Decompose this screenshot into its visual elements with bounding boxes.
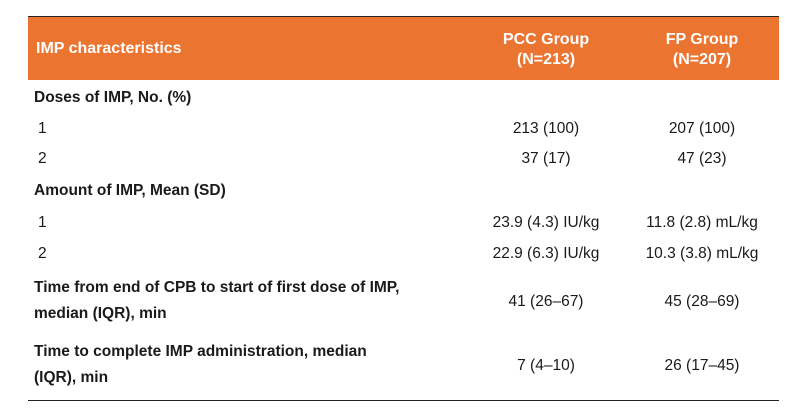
fp-value: 207 (100)	[668, 120, 736, 137]
fp-value: 10.3 (3.8) mL/kg	[645, 245, 759, 262]
header-pcc-group: PCC Group (N=213)	[472, 30, 620, 70]
pcc-value: 37 (17)	[521, 150, 571, 167]
pcc-value: 7 (4–10)	[517, 357, 575, 374]
pcc-value: 22.9 (6.3) IU/kg	[492, 245, 600, 262]
imp-characteristics-table: IMP characteristics PCC Group (N=213) FP…	[28, 16, 779, 401]
fp-value: 45 (28–69)	[664, 293, 740, 310]
header-fp-n: (N=207)	[672, 51, 732, 68]
pcc-value: 213 (100)	[512, 120, 580, 137]
table-row: 1 23.9 (4.3) IU/kg 11.8 (2.8) mL/kg	[28, 210, 779, 236]
pcc-value: 23.9 (4.3) IU/kg	[492, 214, 600, 231]
row-label: Time from end of CPB to start of first d…	[34, 275, 399, 327]
row-label: Time to complete IMP administration, med…	[34, 339, 367, 391]
header-pcc-title: PCC Group	[502, 31, 590, 48]
header-pcc-n: (N=213)	[516, 51, 576, 68]
table-header: IMP characteristics PCC Group (N=213) FP…	[28, 16, 779, 80]
row-label-line1: Time to complete IMP administration, med…	[34, 343, 367, 360]
fp-value: 26 (17–45)	[664, 357, 740, 374]
table-row: Time from end of CPB to start of first d…	[28, 273, 779, 329]
fp-value: 11.8 (2.8) mL/kg	[646, 214, 758, 231]
row-label: 1	[38, 120, 47, 137]
table-row: 2 22.9 (6.3) IU/kg 10.3 (3.8) mL/kg	[28, 241, 779, 267]
fp-value: 47 (23)	[677, 150, 727, 167]
row-label: 2	[38, 150, 47, 167]
bottom-rule	[28, 400, 779, 401]
table-row: Doses of IMP, No. (%)	[28, 86, 779, 110]
row-label-line2: (IQR), min	[34, 369, 109, 386]
section-label: Doses of IMP, No. (%)	[34, 89, 192, 106]
table-row: 2 37 (17) 47 (23)	[28, 146, 779, 172]
row-label-line2: median (IQR), min	[34, 305, 167, 322]
section-label: Amount of IMP, Mean (SD)	[34, 182, 226, 199]
header-fp-title: FP Group	[665, 31, 739, 48]
table-row: 1 213 (100) 207 (100)	[28, 116, 779, 142]
header-fp-group: FP Group (N=207)	[628, 30, 776, 70]
row-label: 1	[38, 214, 47, 231]
row-label-line1: Time from end of CPB to start of first d…	[34, 279, 400, 296]
row-label: 2	[38, 245, 47, 262]
table-row: Time to complete IMP administration, med…	[28, 337, 779, 393]
table-row: Amount of IMP, Mean (SD)	[28, 179, 779, 203]
header-label: IMP characteristics	[36, 40, 182, 57]
pcc-value: 41 (26–67)	[508, 293, 584, 310]
